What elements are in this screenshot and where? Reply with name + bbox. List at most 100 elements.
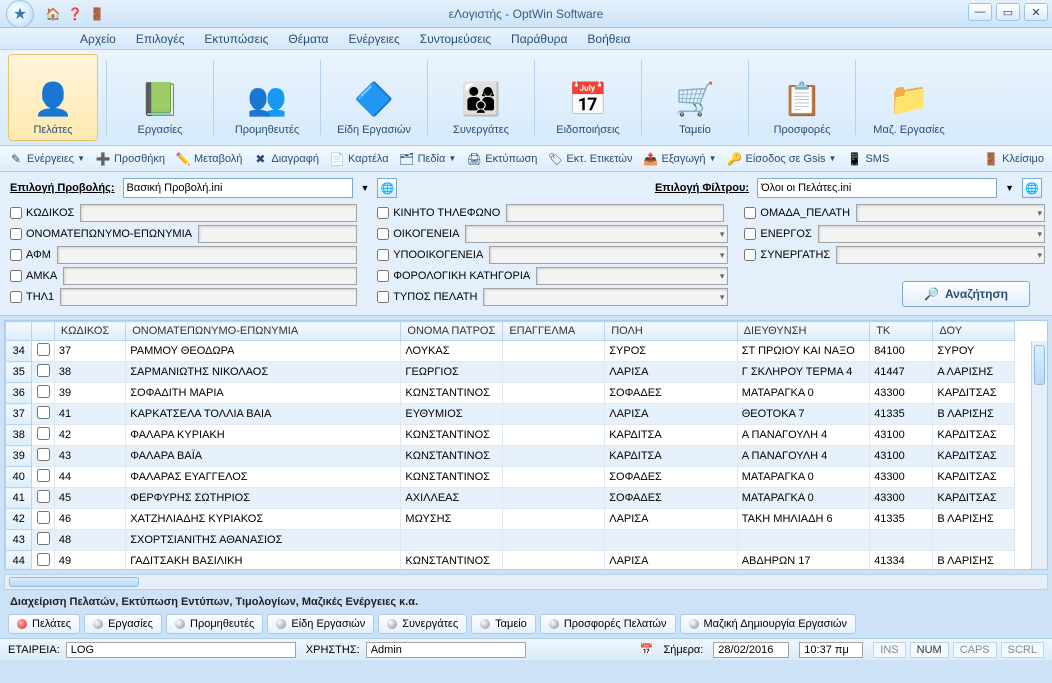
ribbon-Ταμείο[interactable]: 🛒Ταμείο (650, 54, 740, 141)
filter-input-ΚΙΝΗΤΟ ΤΗΛΕΦΩΝΟ[interactable] (506, 204, 724, 222)
ribbon-Εργασίες[interactable]: 📗Εργασίες (115, 54, 205, 141)
ribbon-Είδη Εργασιών[interactable]: 🔷Είδη Εργασιών (329, 54, 419, 141)
filter-check-ΕΝΕΡΓΟΣ[interactable]: ΕΝΕΡΓΟΣ (744, 228, 811, 240)
filter-check-ΦΟΡΟΛΟΓΙΚΗ ΚΑΤΗΓΟΡΙΑ[interactable]: ΦΟΡΟΛΟΓΙΚΗ ΚΑΤΗΓΟΡΙΑ (377, 270, 530, 282)
row-checkbox[interactable] (37, 511, 50, 524)
company-field[interactable] (66, 642, 296, 658)
table-row[interactable]: 4348ΣΧΟΡΤΣΙΑΝΙΤΗΣ ΑΘΑΝΑΣΙΟΣ (6, 530, 1015, 551)
tab-Πελάτες[interactable]: Πελάτες (8, 614, 80, 634)
filter-check-ΤΗΛ1[interactable]: ΤΗΛ1 (10, 291, 54, 303)
tab-Είδη Εργασιών[interactable]: Είδη Εργασιών (267, 614, 374, 634)
tab-Εργασίες[interactable]: Εργασίες (84, 614, 162, 634)
view-selector[interactable] (123, 178, 353, 198)
filter-input-ΣΥΝΕΡΓΑΤΗΣ[interactable] (836, 246, 1045, 264)
table-row[interactable]: 3538ΣΑΡΜΑΝΙΩΤΗΣ ΝΙΚΟΛΑΟΣΓΕΩΡΓΙΟΣΛΑΡΙΣΑΓ … (6, 362, 1015, 383)
action-Είσοδος σε Gsis[interactable]: 🔑Είσοδος σε Gsis▼ (726, 151, 836, 167)
action-SMS[interactable]: 📱SMS (846, 151, 889, 167)
ribbon-Μαζ. Εργασίες[interactable]: 📁Μαζ. Εργασίες (864, 54, 954, 141)
action-Ενέργειες[interactable]: ✎Ενέργειες▼ (8, 151, 85, 167)
filter-check-ΟΜΑΔΑ_ΠΕΛΑΤΗ[interactable]: ΟΜΑΔΑ_ΠΕΛΑΤΗ (744, 207, 850, 219)
menu-item[interactable]: Αρχείο (80, 32, 116, 46)
menu-item[interactable]: Βοήθεια (587, 32, 630, 46)
menu-item[interactable]: Επιλογές (136, 32, 185, 46)
tab-Συνεργάτες[interactable]: Συνεργάτες (378, 614, 467, 634)
filter-globe-icon[interactable]: 🌐 (1022, 178, 1042, 198)
tab-Ταμείο[interactable]: Ταμείο (471, 614, 536, 634)
filter-input-ΦΟΡΟΛΟΓΙΚΗ ΚΑΤΗΓΟΡΙΑ[interactable] (536, 267, 728, 285)
table-row[interactable]: 3437ΡΑΜΜΟΥ ΘΕΟΔΩΡΑΛΟΥΚΑΣΣΥΡΟΣΣΤ ΠΡΩΙΟΥ Κ… (6, 341, 1015, 362)
row-checkbox[interactable] (37, 427, 50, 440)
filter-input-ΚΩΔΙΚΟΣ[interactable] (80, 204, 357, 222)
action-Καρτέλα[interactable]: 📄Καρτέλα (329, 151, 389, 167)
row-checkbox[interactable] (37, 469, 50, 482)
action-Πεδία[interactable]: 🗂Πεδία▼ (399, 151, 457, 167)
vertical-scrollbar[interactable] (1031, 341, 1047, 569)
action-Προσθήκη[interactable]: ➕Προσθήκη (95, 151, 165, 167)
table-row[interactable]: 4246ΧΑΤΖΗΛΙΑΔΗΣ ΚΥΡΙΑΚΟΣΜΩΥΣΗΣΛΑΡΙΣΑΤΑΚΗ… (6, 509, 1015, 530)
filter-check-ΟΙΚΟΓΕΝΕΙΑ[interactable]: ΟΙΚΟΓΕΝΕΙΑ (377, 228, 459, 240)
filter-check-ΥΠΟΟΙΚΟΓΕΝΕΙΑ[interactable]: ΥΠΟΟΙΚΟΓΕΝΕΙΑ (377, 249, 483, 261)
col-header[interactable]: ΟΝΟΜΑ ΠΑΤΡΟΣ (401, 322, 503, 341)
col-header[interactable] (6, 322, 32, 341)
app-icon[interactable]: ★ (6, 0, 34, 28)
filter-input-ΟΜΑΔΑ_ΠΕΛΑΤΗ[interactable] (856, 204, 1045, 222)
maximize-button[interactable]: ▭ (996, 3, 1020, 21)
row-checkbox[interactable] (37, 406, 50, 419)
tab-Προσφορές Πελατών[interactable]: Προσφορές Πελατών (540, 614, 676, 634)
tab-Προμηθευτές[interactable]: Προμηθευτές (166, 614, 263, 634)
filter-input-ΕΝΕΡΓΟΣ[interactable] (818, 225, 1046, 243)
col-header[interactable]: ΠΟΛΗ (605, 322, 737, 341)
filter-input-ΟΙΚΟΓΕΝΕΙΑ[interactable] (465, 225, 727, 243)
user-field[interactable] (366, 642, 526, 658)
filter-input-ΤΗΛ1[interactable] (60, 288, 357, 306)
ribbon-Προμηθευτές[interactable]: 👥Προμηθευτές (222, 54, 312, 141)
date-field[interactable] (713, 642, 789, 658)
col-header[interactable] (32, 322, 54, 341)
col-header[interactable]: ΟΝΟΜΑΤΕΠΩΝΥΜΟ-ΕΠΩΝΥΜΙΑ (126, 322, 401, 341)
filter-input-ΟΝΟΜΑΤΕΠΩΝΥΜΟ-ΕΠΩΝΥΜΙΑ[interactable] (198, 225, 357, 243)
col-header[interactable]: ΚΩΔΙΚΟΣ (54, 322, 125, 341)
menu-item[interactable]: Ενέργειες (348, 32, 399, 46)
filter-input-ΑΦΜ[interactable] (57, 246, 357, 264)
action-Εκτ. Ετικετών[interactable]: 🏷Εκτ. Ετικετών (547, 151, 632, 167)
ribbon-Συνεργάτες[interactable]: 👨‍👩‍👦Συνεργάτες (436, 54, 526, 141)
col-header[interactable]: ΔΙΕΥΘΥΝΣΗ (737, 322, 869, 341)
close-button[interactable]: ✕ (1024, 3, 1048, 21)
filter-input-ΥΠΟΟΙΚΟΓΕΝΕΙΑ[interactable] (489, 246, 728, 264)
row-checkbox[interactable] (37, 364, 50, 377)
col-header[interactable]: ΕΠΑΓΓΕΛΜΑ (503, 322, 605, 341)
action-close[interactable]: 🚪Κλείσιμο (983, 151, 1044, 167)
filter-check-ΤΥΠΟΣ ΠΕΛΑΤΗ[interactable]: ΤΥΠΟΣ ΠΕΛΑΤΗ (377, 291, 477, 303)
tab-Μαζική Δημιουργία Εργασιών[interactable]: Μαζική Δημιουργία Εργασιών (680, 614, 856, 634)
row-checkbox[interactable] (37, 532, 50, 545)
filter-check-ΣΥΝΕΡΓΑΤΗΣ[interactable]: ΣΥΝΕΡΓΑΤΗΣ (744, 249, 830, 261)
quick-icon[interactable]: ❓ (66, 5, 84, 23)
table-row[interactable]: 3639ΣΟΦΑΔΙΤΗ ΜΑΡΙΑΚΩΝΣΤΑΝΤΙΝΟΣΣΟΦΑΔΕΣΜΑΤ… (6, 383, 1015, 404)
filter-check-ΚΙΝΗΤΟ ΤΗΛΕΦΩΝΟ[interactable]: ΚΙΝΗΤΟ ΤΗΛΕΦΩΝΟ (377, 207, 500, 219)
filter-check-ΟΝΟΜΑΤΕΠΩΝΥΜΟ-ΕΠΩΝΥΜΙΑ[interactable]: ΟΝΟΜΑΤΕΠΩΝΥΜΟ-ΕΠΩΝΥΜΙΑ (10, 228, 192, 240)
menu-item[interactable]: Εκτυπώσεις (204, 32, 268, 46)
ribbon-Πελάτες[interactable]: 👤Πελάτες (8, 54, 98, 141)
menu-item[interactable]: Συντομεύσεις (420, 32, 491, 46)
data-grid[interactable]: ΚΩΔΙΚΟΣΟΝΟΜΑΤΕΠΩΝΥΜΟ-ΕΠΩΝΥΜΙΑΟΝΟΜΑ ΠΑΤΡΟ… (4, 320, 1048, 570)
quick-icon[interactable]: 🏠 (44, 5, 62, 23)
filter-check-ΚΩΔΙΚΟΣ[interactable]: ΚΩΔΙΚΟΣ (10, 207, 74, 219)
action-Διαγραφή[interactable]: ✖Διαγραφή (252, 151, 319, 167)
ribbon-Προσφορές[interactable]: 📋Προσφορές (757, 54, 847, 141)
filter-check-ΑΦΜ[interactable]: ΑΦΜ (10, 249, 51, 261)
col-header[interactable]: ΔΟΥ (933, 322, 1015, 341)
quick-icon[interactable]: 🚪 (88, 5, 106, 23)
filter-input-ΑΜΚΑ[interactable] (63, 267, 357, 285)
col-header[interactable]: ΤΚ (870, 322, 933, 341)
time-field[interactable] (799, 642, 863, 658)
minimize-button[interactable]: — (968, 3, 992, 21)
row-checkbox[interactable] (37, 553, 50, 566)
row-checkbox[interactable] (37, 490, 50, 503)
filter-input-ΤΥΠΟΣ ΠΕΛΑΤΗ[interactable] (483, 288, 727, 306)
table-row[interactable]: 4449ΓΑΔΙΤΣΑΚΗ ΒΑΣΙΛΙΚΗΚΩΝΣΤΑΝΤΙΝΟΣΛΑΡΙΣΑ… (6, 551, 1015, 571)
view-globe-icon[interactable]: 🌐 (377, 178, 397, 198)
table-row[interactable]: 4145ΦΕΡΦΥΡΗΣ ΣΩΤΗΡΙΟΣΑΧΙΛΛΕΑΣΣΟΦΑΔΕΣΜΑΤΑ… (6, 488, 1015, 509)
search-button[interactable]: 🔎 Αναζήτηση (902, 281, 1030, 307)
menu-item[interactable]: Παράθυρα (511, 32, 567, 46)
table-row[interactable]: 3842ΦΑΛΑΡΑ ΚΥΡΙΑΚΗΚΩΝΣΤΑΝΤΙΝΟΣΚΑΡΔΙΤΣΑΑ … (6, 425, 1015, 446)
